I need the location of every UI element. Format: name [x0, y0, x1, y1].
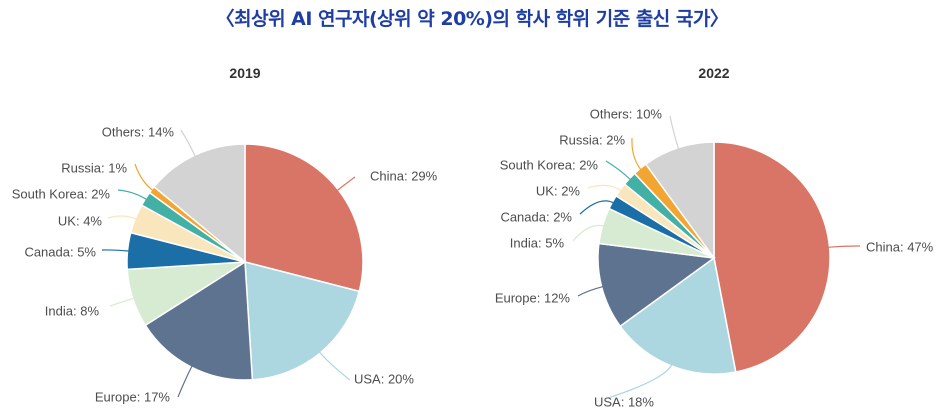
chart-title: 2019: [229, 65, 260, 81]
slice-label: Canada: 2%: [500, 209, 572, 224]
slice-label: Europe: 17%: [95, 389, 171, 404]
leader-line: [101, 249, 130, 252]
slice-label: UK: 2%: [536, 183, 581, 198]
leader-line: [134, 163, 154, 192]
slice-label: South Korea: 2%: [12, 186, 111, 201]
leader-line: [336, 176, 356, 192]
chart-title: 2022: [698, 65, 729, 81]
slice-label: China: 47%: [866, 239, 934, 254]
slice-label: India: 5%: [510, 235, 565, 250]
leader-line: [579, 200, 615, 215]
slice-label: USA: 20%: [354, 371, 414, 386]
leader-line: [117, 189, 148, 201]
leader-line: [827, 245, 861, 248]
leader-line: [669, 115, 680, 150]
slice-label: Others: 10%: [590, 106, 663, 121]
slice-label: Europe: 12%: [495, 290, 571, 305]
slice-label: USA: 18%: [594, 394, 654, 409]
leader-line: [177, 365, 193, 398]
slice-label: Russia: 2%: [559, 132, 625, 147]
slice-label: India: 8%: [45, 303, 100, 318]
slice-label: Canada: 5%: [24, 244, 96, 259]
pie-chart-2019: 2019 China: 29% USA: 20% Europe: 17% India: …: [12, 65, 438, 404]
leader-line: [318, 351, 351, 381]
slice-label: South Korea: 2%: [500, 157, 599, 172]
slice-label: Others: 14%: [102, 124, 175, 139]
leader-line: [605, 160, 632, 181]
slice-label: UK: 4%: [58, 213, 103, 228]
page-title: 〈최상위 AI 연구자(상위 약 20%)의 학사 학위 기준 출신 국가〉: [215, 8, 729, 30]
leader-line: [107, 215, 138, 220]
leader-line: [607, 363, 673, 399]
pie-slice-china: [713, 141, 831, 373]
leader-line: [587, 184, 623, 192]
leader-line: [572, 224, 605, 242]
slice-label: Russia: 1%: [61, 160, 127, 175]
slice-label: China: 29%: [370, 168, 438, 183]
leader-line: [631, 137, 642, 171]
leader-line: [180, 129, 197, 158]
leader-line: [577, 285, 604, 297]
pie-chart-2022: 2022 China: 47% USA: 18% Europe: 12% India: …: [495, 65, 934, 409]
leader-line: [109, 297, 135, 307]
